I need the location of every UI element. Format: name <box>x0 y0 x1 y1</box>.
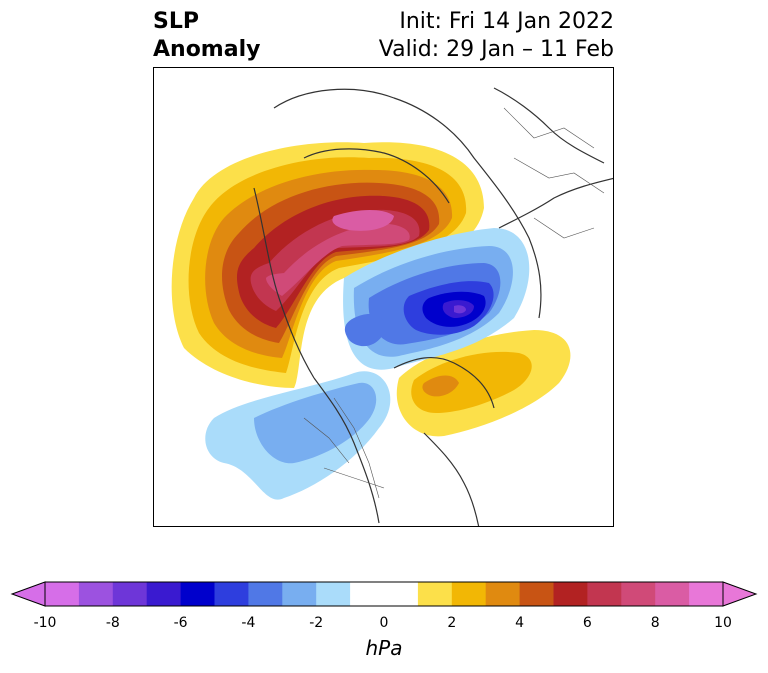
valid-range: Valid: 29 Jan – 11 Feb <box>378 37 614 62</box>
colorbar-segment <box>451 582 487 606</box>
colorbar-tick-label: 6 <box>582 615 592 631</box>
colorbar-segment <box>214 582 249 606</box>
map-title: SLP Anomaly <box>153 8 260 64</box>
colorbar-segment <box>248 582 283 606</box>
colorbar-tick-label: -4 <box>241 615 256 631</box>
colorbar-tick-label: 4 <box>515 615 525 631</box>
colorbar-segment <box>350 582 385 606</box>
colorbar-segment <box>417 582 453 606</box>
colorbar-tick-label: 10 <box>714 615 732 631</box>
colorbar-segment <box>316 582 351 606</box>
forecast-dates: Init: Fri 14 Jan 2022 Valid: 29 Jan – 11… <box>379 8 614 64</box>
colorbar-segment <box>689 582 724 606</box>
colorbar <box>10 581 758 607</box>
colorbar-segment <box>587 582 622 606</box>
title-field: Anomaly <box>153 37 261 62</box>
title-variable: SLP <box>153 9 199 34</box>
colorbar-unit-label: hPa <box>365 636 403 660</box>
colorbar-tick-label: -6 <box>173 615 188 631</box>
negative-anomaly-arctic <box>343 228 530 370</box>
coastlines <box>253 87 613 526</box>
colorbar-segment <box>621 582 656 606</box>
colorbar-segment <box>180 582 215 606</box>
anomaly-map-canvas <box>171 87 613 526</box>
colorbar-segment <box>282 582 317 606</box>
colorbar-tick-label: 0 <box>379 615 389 631</box>
positive-anomaly-siberia <box>171 142 484 388</box>
anomaly-map <box>153 67 614 527</box>
colorbar-tick-label: -8 <box>105 615 120 631</box>
colorbar-segment <box>553 582 588 606</box>
colorbar-segment <box>146 582 182 606</box>
colorbar-segment <box>112 582 148 606</box>
colorbar-segment <box>78 582 114 606</box>
colorbar-tick-label: -10 <box>33 615 57 631</box>
colorbar-low-arrow <box>10 581 46 607</box>
colorbar-segment <box>519 582 554 606</box>
colorbar-segment <box>655 582 690 606</box>
colorbar-tick-label: 2 <box>447 615 457 631</box>
colorbar-tick-label: -2 <box>309 615 324 631</box>
country-borders <box>303 107 605 499</box>
colorbar-segment <box>384 582 419 606</box>
colorbar-tick-label: 8 <box>650 615 660 631</box>
positive-anomaly-atlantic <box>396 330 571 437</box>
colorbar-segment <box>485 582 521 606</box>
colorbar-border <box>44 581 724 607</box>
negative-anomaly-north-america <box>205 313 391 500</box>
colorbar-high-arrow <box>722 581 758 607</box>
init-date: Init: Fri 14 Jan 2022 <box>399 9 614 34</box>
colorbar-segment <box>45 582 80 606</box>
